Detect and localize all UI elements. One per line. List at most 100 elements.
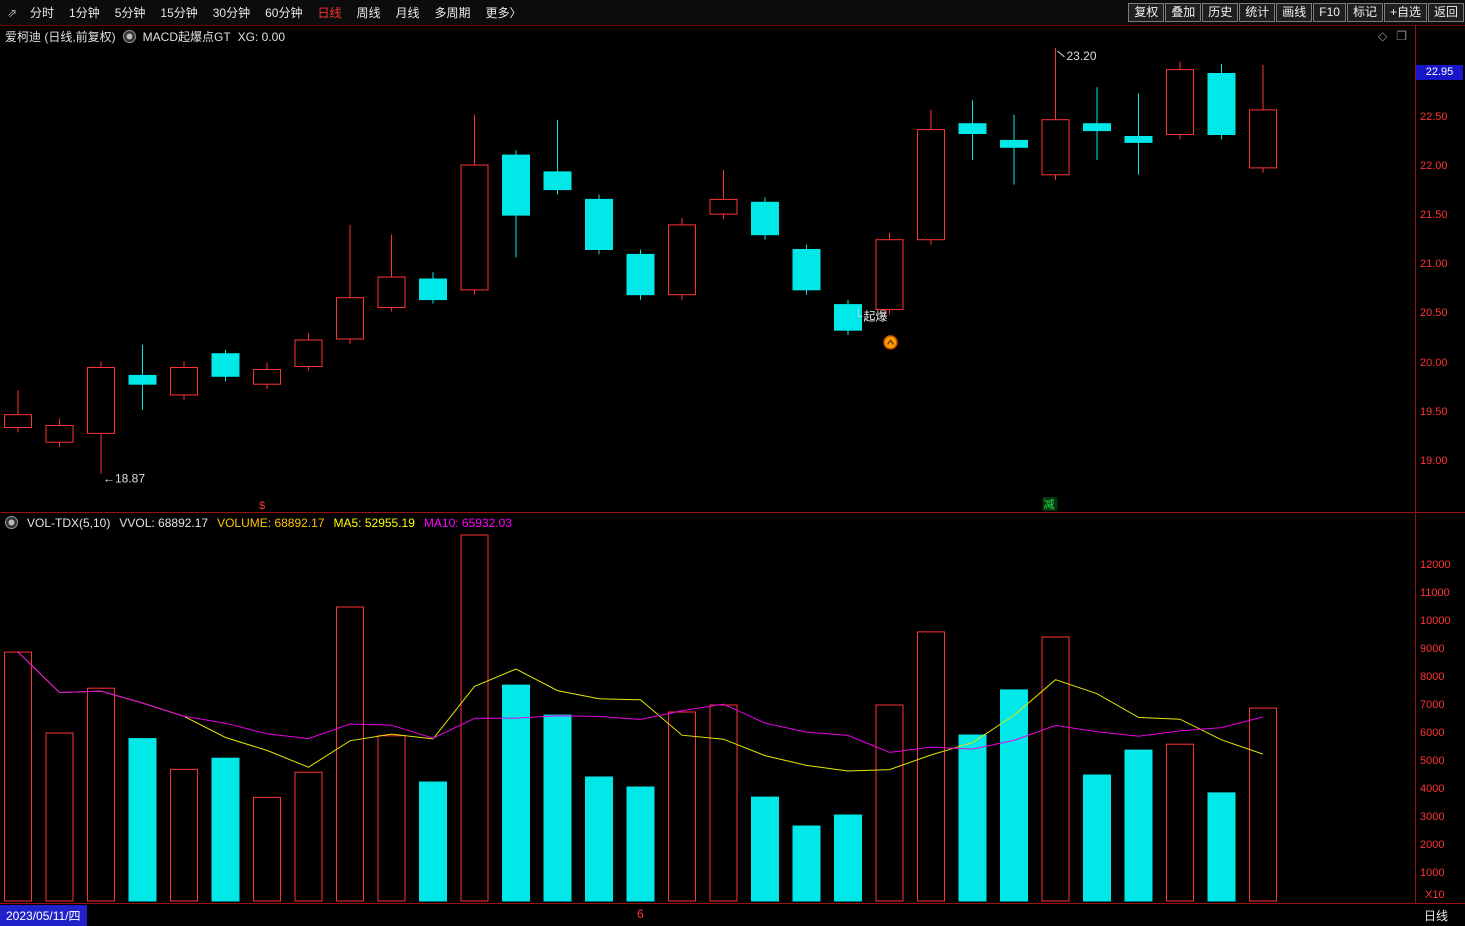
period-tabs: 分时 1分钟 5分钟 15分钟 30分钟 60分钟 日线 周线 月线 多周期 更多〉 xyxy=(30,4,522,21)
candle-down[interactable] xyxy=(834,304,862,331)
volume-bar[interactable] xyxy=(87,687,115,902)
toolbar-button-画线[interactable]: 画线 xyxy=(1276,3,1313,22)
volume-bar[interactable] xyxy=(709,704,738,902)
volume-bar[interactable] xyxy=(4,651,32,902)
candle-up[interactable] xyxy=(1166,69,1194,136)
volume-bar[interactable] xyxy=(211,757,240,902)
volume-bar[interactable] xyxy=(1166,743,1194,902)
volume-bar[interactable] xyxy=(792,825,821,902)
signal-flame-icon[interactable] xyxy=(883,335,898,350)
volume-bar[interactable] xyxy=(128,738,157,902)
volume-label: 4000 xyxy=(1420,783,1445,795)
period-tab-30分钟[interactable]: 30分钟 xyxy=(212,6,251,20)
candle-up[interactable] xyxy=(917,129,945,241)
volume-axis: 12000 11000 10000 9000 8000 7000 6000 5000 4000 3… xyxy=(1416,531,1465,903)
candle-down[interactable] xyxy=(211,353,240,377)
volume-bar[interactable] xyxy=(1124,749,1153,902)
candle-up[interactable] xyxy=(1249,109,1277,169)
candle-down[interactable] xyxy=(502,154,530,216)
period-tab-分时[interactable]: 分时 xyxy=(30,6,55,20)
volume-bar[interactable] xyxy=(502,684,530,902)
candle-up[interactable] xyxy=(668,224,696,296)
volume-bar[interactable] xyxy=(543,714,572,902)
volume-bar[interactable] xyxy=(834,814,862,902)
price-label: 22.50 xyxy=(1420,111,1448,123)
period-tab-60分钟[interactable]: 60分钟 xyxy=(265,6,303,20)
toolbar-button-历史[interactable]: 历史 xyxy=(1202,3,1239,22)
window-icon[interactable]: ❐ xyxy=(1396,29,1407,43)
period-tab-5分钟[interactable]: 5分钟 xyxy=(114,6,146,20)
volume-label: 11000 xyxy=(1420,587,1450,599)
candle-up[interactable] xyxy=(87,367,115,434)
volume-bar[interactable] xyxy=(1249,707,1277,902)
indicator-toggle-icon[interactable] xyxy=(122,30,136,43)
candle-down[interactable] xyxy=(958,123,987,134)
volume-bar[interactable] xyxy=(585,776,613,902)
candle-down[interactable] xyxy=(543,171,572,191)
candle-down[interactable] xyxy=(585,198,613,250)
toolbar-button-复权[interactable]: 复权 xyxy=(1128,3,1165,22)
volume-label: 10000 xyxy=(1420,615,1451,627)
volume-bar[interactable] xyxy=(668,711,696,902)
candle-up[interactable] xyxy=(875,239,904,310)
diamond-icon[interactable]: ◇ xyxy=(1378,29,1388,43)
indicator-name[interactable]: MACD起爆点GT xyxy=(142,30,231,44)
candle-up[interactable] xyxy=(1041,119,1070,176)
period-tab-1分钟[interactable]: 1分钟 xyxy=(69,6,100,20)
toolbar-button-F10[interactable]: F10 xyxy=(1313,3,1346,22)
candle-up[interactable] xyxy=(336,297,364,340)
volume-bar[interactable] xyxy=(45,732,74,902)
top-toolbar: ⇗ 分时 1分钟 5分钟 15分钟 30分钟 60分钟 日线 周线 月线 多周期 更多〉 复权 叠加历… xyxy=(0,0,1465,26)
volume-bar[interactable] xyxy=(1041,636,1070,902)
candle-up[interactable] xyxy=(294,339,323,367)
volume-bar[interactable] xyxy=(1207,792,1236,902)
volume-bar[interactable] xyxy=(253,796,281,902)
candle-down[interactable] xyxy=(419,278,447,301)
volume-bar[interactable] xyxy=(1000,689,1028,902)
date-label[interactable]: 2023/05/11/四 xyxy=(0,905,87,926)
volume-bar[interactable] xyxy=(626,786,655,902)
indicator-toggle-icon[interactable] xyxy=(5,516,18,529)
event-mark-label[interactable]: $ xyxy=(259,500,265,512)
candle-down[interactable] xyxy=(792,249,821,291)
candle-down[interactable] xyxy=(128,374,157,385)
candle-up[interactable] xyxy=(377,276,406,308)
volume-bar[interactable] xyxy=(170,768,198,902)
candle-up[interactable] xyxy=(45,425,74,443)
volume-bar[interactable] xyxy=(958,734,987,902)
candle-down[interactable] xyxy=(1124,136,1153,143)
candle-up[interactable] xyxy=(709,198,738,215)
toolbar-button-返回[interactable]: 返回 xyxy=(1427,3,1464,22)
event-mark-label[interactable]: 减 xyxy=(1044,498,1055,511)
volume-bar[interactable] xyxy=(294,771,323,902)
volume-bar[interactable] xyxy=(917,631,945,902)
volume-bar[interactable] xyxy=(419,781,447,902)
volume-bar[interactable] xyxy=(377,735,406,902)
volume-bar[interactable] xyxy=(336,606,364,902)
period-tab-15分钟[interactable]: 15分钟 xyxy=(160,6,198,20)
toolbar-button-叠加[interactable]: 叠加 xyxy=(1165,3,1202,22)
candle-down[interactable] xyxy=(1083,123,1111,132)
volume-label: 7000 xyxy=(1420,699,1445,711)
vol-indicator-name[interactable]: VOL-TDX(5,10) xyxy=(27,515,111,530)
candle-down[interactable] xyxy=(1000,139,1028,148)
period-tab-日线[interactable]: 日线 xyxy=(317,6,342,20)
toolbar-button-统计[interactable]: 统计 xyxy=(1239,3,1276,22)
candle-down[interactable] xyxy=(751,201,779,236)
toolbar-button-+自选[interactable]: +自选 xyxy=(1383,3,1427,22)
volume-bar[interactable] xyxy=(875,704,904,902)
candle-down[interactable] xyxy=(626,253,655,296)
candle-down[interactable] xyxy=(1207,73,1236,135)
candle-up[interactable] xyxy=(4,414,32,429)
volume-bar[interactable] xyxy=(751,796,779,902)
toolbar-button-标记[interactable]: 标记 xyxy=(1346,3,1383,22)
candle-up[interactable] xyxy=(460,164,489,291)
period-tab-周线[interactable]: 周线 xyxy=(356,6,381,20)
candle-up[interactable] xyxy=(253,369,281,385)
period-tab-更多〉[interactable]: 更多〉 xyxy=(485,6,522,20)
app-icon[interactable]: ⇗ xyxy=(6,5,18,20)
period-tab-月线[interactable]: 月线 xyxy=(395,6,420,20)
candle-up[interactable] xyxy=(170,367,198,396)
volume-bar[interactable] xyxy=(1083,774,1111,902)
period-tab-多周期[interactable]: 多周期 xyxy=(434,6,471,20)
